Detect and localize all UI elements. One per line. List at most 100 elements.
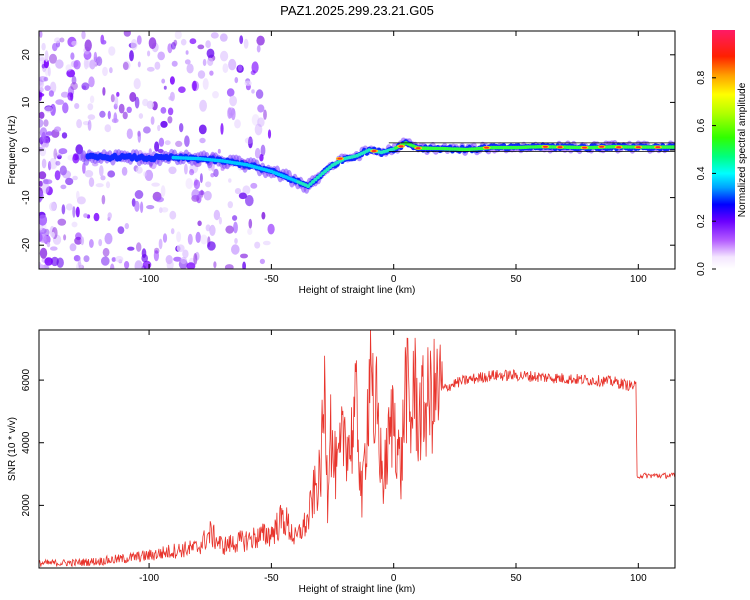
y-tick-label: 4000 [21, 431, 32, 454]
noise-blob [259, 258, 265, 265]
noise-blob [263, 109, 267, 120]
noise-blob [220, 122, 224, 135]
ridge-core [308, 182, 313, 186]
colorbar-tick-label: 0.2 [696, 214, 707, 228]
noise-blob [43, 76, 49, 82]
ridge-hot-red [484, 146, 490, 149]
noise-blob [138, 113, 144, 119]
noise-blob [162, 233, 168, 243]
noise-blob [141, 254, 148, 263]
noise-blob [141, 265, 147, 269]
noise-blob [39, 55, 44, 65]
noise-blob [147, 50, 151, 57]
noise-blob [151, 182, 160, 187]
noise-blob [134, 96, 140, 109]
noise-blob [98, 239, 103, 247]
spectrogram-y-axis-label: Frequency (Hz) [7, 116, 18, 185]
noise-blob [144, 169, 154, 181]
noise-blob [100, 175, 106, 181]
noise-blob [169, 210, 177, 220]
noise-blob [160, 120, 168, 128]
noise-blob [260, 144, 266, 157]
noise-blob [227, 201, 233, 209]
noise-blob [55, 59, 64, 69]
noise-blob [102, 247, 110, 257]
noise-blob [88, 76, 95, 88]
noise-blob [176, 231, 182, 243]
noise-blob [243, 38, 249, 49]
colorbar-ticks: 0.0 0.2 0.4 0.6 0.8 [696, 70, 716, 276]
noise-blob [122, 61, 129, 71]
noise-blob [169, 76, 175, 85]
noise-blob [41, 42, 46, 51]
noise-blob [39, 76, 47, 83]
noise-blob [237, 64, 243, 72]
ridge-hot-red [655, 146, 661, 149]
noise-blob [210, 173, 215, 178]
noise-blob [73, 59, 81, 70]
colorbar-gradient [712, 30, 735, 269]
noise-blob [178, 86, 186, 93]
noise-blob [126, 106, 132, 114]
noise-blob [41, 131, 46, 143]
x-tick-label: 100 [630, 274, 647, 285]
noise-blob [71, 40, 78, 46]
noise-blob [83, 213, 88, 219]
noise-blob [51, 231, 55, 238]
noise-blob [43, 119, 49, 127]
noise-blob [104, 124, 112, 133]
noise-blob [169, 91, 175, 102]
noise-blob [231, 244, 240, 255]
noise-blob [184, 59, 191, 65]
noise-blob [62, 170, 72, 179]
ridge-hot-red [635, 146, 641, 149]
noise-blob [238, 192, 247, 200]
noise-blob [44, 105, 53, 112]
noise-blob [240, 253, 248, 259]
noise-blob [89, 95, 95, 104]
noise-blob [39, 79, 44, 89]
noise-blob [193, 179, 201, 190]
noise-blob [174, 31, 182, 40]
noise-blob [250, 182, 258, 189]
noise-blob [45, 131, 53, 136]
noise-blob [185, 178, 193, 190]
noise-blob [114, 96, 119, 107]
noise-blob [146, 66, 155, 72]
noise-blob [43, 179, 53, 185]
noise-blob [75, 206, 80, 218]
colorbar-label: Normalized spectral amplitude [737, 82, 748, 217]
noise-blob [102, 87, 106, 96]
noise-blob [109, 67, 113, 74]
noise-blob [239, 35, 244, 45]
y-tick-label: 2000 [21, 494, 32, 517]
chart-title: PAZ1.2025.299.23.21.G05 [280, 3, 434, 18]
noise-blob [39, 180, 43, 187]
noise-blob [122, 111, 128, 120]
noise-blob [186, 63, 194, 74]
noise-blob [158, 238, 163, 250]
noise-blob [247, 228, 253, 235]
colorbar: 0.0 0.2 0.4 0.6 0.8 Normalized spectral ampl… [696, 30, 748, 276]
noise-blob [82, 121, 90, 126]
noise-blob [154, 247, 160, 254]
noise-blob [41, 158, 47, 169]
y-tick-label: 20 [21, 49, 32, 61]
ridge-hot-red [415, 147, 421, 150]
noise-blob [49, 157, 58, 170]
noise-blob [110, 263, 115, 269]
noise-blob [72, 154, 80, 164]
noise-blob [136, 242, 142, 252]
noise-blob [160, 207, 169, 213]
noise-blob [134, 190, 144, 199]
x-tick-label: 0 [391, 274, 397, 285]
noise-blob [197, 70, 206, 79]
x-tick-label: -50 [264, 274, 279, 285]
noise-blob [227, 107, 236, 116]
noise-blob [244, 137, 254, 145]
noise-blob [134, 260, 143, 269]
noise-blob [48, 161, 52, 171]
noise-blob [194, 178, 198, 186]
noise-blob [143, 126, 151, 134]
